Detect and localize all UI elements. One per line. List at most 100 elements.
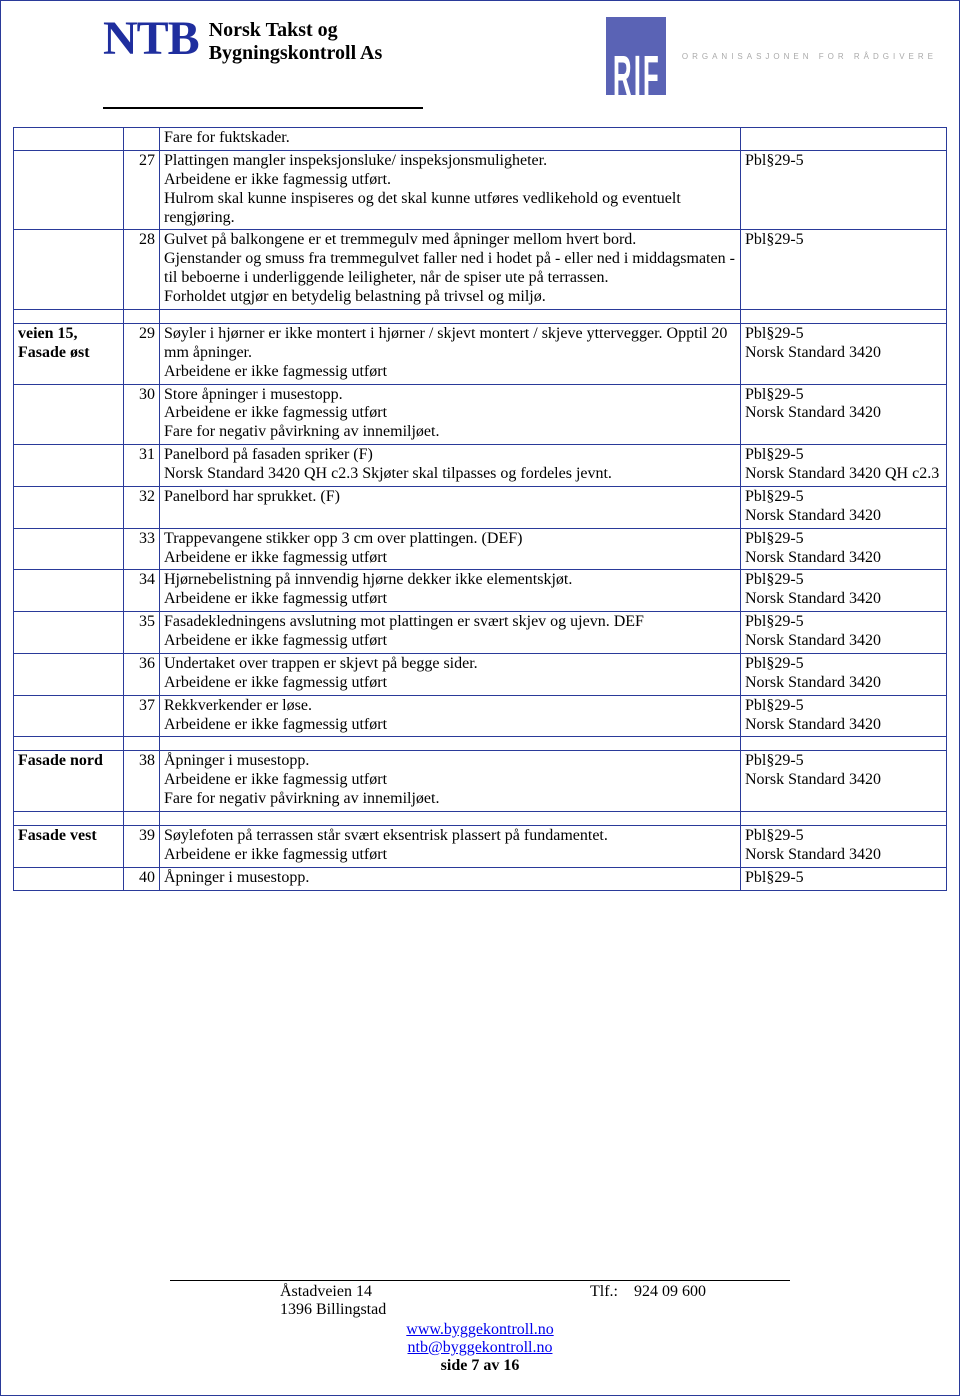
item-description: Åpninger i musestopp. Arbeidene er ikke … [160,751,741,812]
item-description: Hjørnebelistning på innvendig hjørne dek… [160,570,741,612]
web-link[interactable]: www.byggekontroll.no [406,1321,553,1338]
item-description: Panelbord på fasaden spriker (F) Norsk S… [160,445,741,487]
phone-number: 924 09 600 [634,1283,706,1300]
table-row [14,737,947,751]
item-description: Fare for fuktskader. [160,128,741,151]
ntb-logo-mark: NTB [103,15,209,63]
email-link[interactable]: ntb@byggekontroll.no [408,1339,553,1356]
section-label: veien 15, Fasade øst [14,323,124,384]
item-reference: Pbl§29-5 Norsk Standard 3420 [741,570,947,612]
item-description: Åpninger i musestopp. [160,867,741,890]
section-label [14,384,124,445]
section-label: Fasade nord [14,751,124,812]
addr-line2: 1396 Billingstad [280,1301,480,1319]
table-row: 31Panelbord på fasaden spriker (F) Norsk… [14,445,947,487]
section-label [14,445,124,487]
table-row: 33Trappevangene stikker opp 3 cm over pl… [14,528,947,570]
item-description: Søylefoten på terrassen står svært eksen… [160,826,741,868]
section-label [14,695,124,737]
item-number: 32 [124,486,160,528]
section-label [14,128,124,151]
item-reference: Pbl§29-5 [741,867,947,890]
item-reference: Pbl§29-5 Norsk Standard 3420 QH c2.3 [741,445,947,487]
footer-address: Åstadveien 14 1396 Billingstad [180,1283,480,1319]
table-row: 28Gulvet på balkongene er et tremmegulv … [14,230,947,310]
section-label [14,867,124,890]
section-label [14,486,124,528]
item-description: Søyler i hjørner er ikke montert i hjørn… [160,323,741,384]
footer: Åstadveien 14 1396 Billingstad Tlf.: 924… [1,1280,959,1375]
logo-right: RIF ORGANISASJONEN FOR RÅDGIVERE [606,15,937,95]
phone-label: Tlf.: [590,1283,618,1300]
item-reference: Pbl§29-5 Norsk Standard 3420 [741,486,947,528]
item-number: 36 [124,653,160,695]
spacer-cell [741,737,947,751]
item-number: 37 [124,695,160,737]
main-table: Fare for fuktskader.27Plattingen mangler… [13,127,947,891]
item-reference: Pbl§29-5 Norsk Standard 3420 [741,653,947,695]
spacer-cell [160,309,741,323]
spacer-cell [124,812,160,826]
section-label [14,570,124,612]
item-number: 28 [124,230,160,310]
item-number: 34 [124,570,160,612]
table-row: 34Hjørnebelistning på innvendig hjørne d… [14,570,947,612]
item-number: 39 [124,826,160,868]
rif-tagline: ORGANISASJONEN FOR RÅDGIVERE [682,52,937,61]
table-row: Fare for fuktskader. [14,128,947,151]
section-label [14,528,124,570]
item-number: 33 [124,528,160,570]
footer-row: Åstadveien 14 1396 Billingstad Tlf.: 924… [1,1283,959,1319]
spacer-cell [741,812,947,826]
rif-logo: RIF [606,17,666,95]
table-row: 36Undertaket over trappen er skjevt på b… [14,653,947,695]
item-reference: Pbl§29-5 Norsk Standard 3420 [741,528,947,570]
spacer-cell [14,737,124,751]
table-row: 40Åpninger i musestopp.Pbl§29-5 [14,867,947,890]
rif-letters: RIF [613,78,659,91]
item-number: 35 [124,612,160,654]
logo-line2: Bygningskontroll As [209,42,383,65]
item-description: Fasadekledningens avslutning mot plattin… [160,612,741,654]
footer-links: www.byggekontroll.no ntb@byggekontroll.n… [1,1321,959,1375]
item-reference: Pbl§29-5 Norsk Standard 3420 [741,323,947,384]
item-reference [741,128,947,151]
spacer-cell [741,309,947,323]
item-number: 27 [124,150,160,230]
table-row [14,309,947,323]
section-label: Fasade vest [14,826,124,868]
logo-left: NTB Norsk Takst og Bygningskontroll As [103,15,382,65]
item-description: Rekkverkender er løse. Arbeidene er ikke… [160,695,741,737]
spacer-cell [124,737,160,751]
header: NTB Norsk Takst og Bygningskontroll As R… [13,11,947,103]
item-reference: Pbl§29-5 Norsk Standard 3420 [741,751,947,812]
item-reference: Pbl§29-5 Norsk Standard 3420 [741,384,947,445]
item-number: 40 [124,867,160,890]
section-label [14,150,124,230]
spacer-cell [124,309,160,323]
table-row: 27Plattingen mangler inspeksjonsluke/ in… [14,150,947,230]
item-description: Trappevangene stikker opp 3 cm over plat… [160,528,741,570]
item-description: Plattingen mangler inspeksjonsluke/ insp… [160,150,741,230]
table-row: 30Store åpninger i musestopp. Arbeidene … [14,384,947,445]
item-description: Store åpninger i musestopp. Arbeidene er… [160,384,741,445]
item-reference: Pbl§29-5 Norsk Standard 3420 [741,612,947,654]
footer-divider [170,1280,790,1281]
item-description: Undertaket over trappen er skjevt på beg… [160,653,741,695]
item-number: 38 [124,751,160,812]
item-reference: Pbl§29-5 [741,230,947,310]
addr-line1: Åstadveien 14 [280,1283,480,1301]
item-number: 29 [124,323,160,384]
item-description: Gulvet på balkongene er et tremmegulv me… [160,230,741,310]
table-row: Fasade nord38Åpninger i musestopp. Arbei… [14,751,947,812]
item-number: 31 [124,445,160,487]
content: Fare for fuktskader.27Plattingen mangler… [13,109,947,891]
item-number: 30 [124,384,160,445]
logo-line1: Norsk Takst og [209,19,383,42]
table-row: 32Panelbord har sprukket. (F)Pbl§29-5 No… [14,486,947,528]
table-row [14,812,947,826]
spacer-cell [160,812,741,826]
page-number: side 7 av 16 [441,1357,520,1374]
item-reference: Pbl§29-5 [741,150,947,230]
table-row: 37Rekkverkender er løse. Arbeidene er ik… [14,695,947,737]
